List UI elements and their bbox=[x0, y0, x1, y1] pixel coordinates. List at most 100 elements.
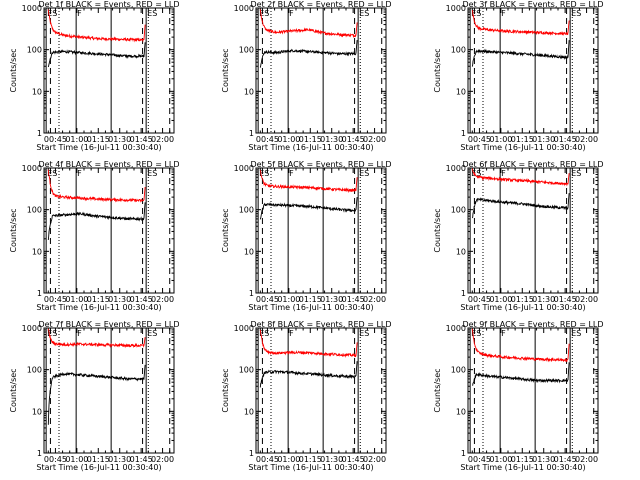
panel-det-9: Det 9f BLACK = Events, RED = LLD 1 10 100 10… bbox=[433, 320, 604, 472]
x-tick-label: 01:30 bbox=[108, 455, 131, 464]
marker-label: F bbox=[289, 329, 294, 338]
marker-label: F bbox=[501, 169, 506, 178]
plot-frame bbox=[43, 327, 175, 454]
panel-title: Det 4f BLACK = Events, RED = LLD bbox=[38, 160, 179, 169]
marker-label: ES bbox=[471, 169, 481, 178]
x-tick-label: 01:45 bbox=[554, 135, 577, 144]
x-tick-label: 01:00 bbox=[65, 455, 88, 464]
y-tick-label: 1000 bbox=[446, 164, 466, 173]
x-tick-label: 01:15 bbox=[299, 455, 322, 464]
events-series-line bbox=[259, 361, 358, 388]
x-tick-label: 01:30 bbox=[532, 455, 555, 464]
y-tick-label: 100 bbox=[239, 46, 254, 55]
marker-label: ES bbox=[571, 329, 581, 338]
panel-det-5: Det 5f BLACK = Events, RED = LLD 1 10 100 10… bbox=[221, 160, 392, 312]
y-axis-label: Counts/sec bbox=[433, 208, 442, 252]
events-series-line bbox=[259, 197, 358, 220]
x-tick-label: 01:15 bbox=[299, 295, 322, 304]
x-tick-label: 01:00 bbox=[65, 135, 88, 144]
x-tick-label: 00:45 bbox=[256, 455, 279, 464]
plot-frame bbox=[255, 167, 387, 294]
y-tick-label: 1 bbox=[249, 289, 254, 298]
y-tick-label: 1 bbox=[461, 129, 466, 138]
lld-series-line bbox=[259, 170, 358, 194]
x-tick-label: 01:00 bbox=[277, 295, 300, 304]
x-tick-label: 01:45 bbox=[130, 295, 153, 304]
plot-frame bbox=[255, 327, 387, 454]
y-tick-label: 100 bbox=[451, 366, 466, 375]
panel-title: Det 6f BLACK = Events, RED = LLD bbox=[462, 160, 603, 169]
events-series-line bbox=[259, 40, 358, 68]
x-tick-label: 02:00 bbox=[363, 135, 386, 144]
y-tick-label: 1 bbox=[37, 129, 42, 138]
x-tick-label: 02:00 bbox=[363, 455, 386, 464]
plot-frame bbox=[467, 327, 599, 454]
x-axis-label: Start Time (16-Jul-11 00:30:40) bbox=[36, 143, 161, 152]
x-tick-label: 01:00 bbox=[489, 135, 512, 144]
x-axis-label: Start Time (16-Jul-11 00:30:40) bbox=[460, 303, 585, 312]
marker-label: ES bbox=[147, 169, 157, 178]
marker-label: ES bbox=[471, 9, 481, 18]
y-axis-label: Counts/sec bbox=[9, 208, 18, 252]
x-tick-label: 00:45 bbox=[468, 135, 491, 144]
y-axis-label: Counts/sec bbox=[9, 48, 18, 92]
panel-title: Det 5f BLACK = Events, RED = LLD bbox=[250, 160, 391, 169]
y-tick-label: 100 bbox=[451, 206, 466, 215]
marker-label: F bbox=[501, 9, 506, 18]
y-tick-label: 1000 bbox=[234, 324, 254, 333]
x-tick-label: 00:45 bbox=[468, 455, 491, 464]
marker-label: F bbox=[77, 169, 82, 178]
y-tick-label: 10 bbox=[244, 247, 254, 256]
panel-title: Det 8f BLACK = Events, RED = LLD bbox=[250, 320, 391, 329]
x-tick-label: 00:45 bbox=[468, 295, 491, 304]
events-series-line bbox=[471, 193, 570, 219]
x-tick-label: 01:45 bbox=[342, 455, 365, 464]
marker-label: F bbox=[77, 329, 82, 338]
lld-series-line bbox=[47, 328, 146, 349]
plot-frame bbox=[467, 167, 599, 294]
marker-label: F bbox=[77, 9, 82, 18]
panel-det-6: Det 6f BLACK = Events, RED = LLD 1 10 100 10… bbox=[433, 160, 604, 312]
events-series-line bbox=[47, 364, 146, 425]
x-tick-label: 01:00 bbox=[277, 455, 300, 464]
marker-label: F bbox=[501, 329, 506, 338]
x-axis-label: Start Time (16-Jul-11 00:30:40) bbox=[248, 143, 373, 152]
lld-series-line bbox=[471, 10, 570, 36]
plot-frame bbox=[255, 7, 387, 134]
y-tick-label: 1 bbox=[37, 289, 42, 298]
y-tick-label: 10 bbox=[244, 87, 254, 96]
x-tick-label: 01:45 bbox=[342, 135, 365, 144]
x-tick-label: 01:00 bbox=[65, 295, 88, 304]
marker-label: ES bbox=[147, 9, 157, 18]
marker-label: ES bbox=[571, 169, 581, 178]
x-tick-label: 01:00 bbox=[277, 135, 300, 144]
lld-series-line bbox=[259, 9, 358, 39]
x-tick-label: 01:30 bbox=[108, 295, 131, 304]
y-axis-label: Counts/sec bbox=[221, 48, 230, 92]
plot-frame bbox=[467, 7, 599, 134]
x-tick-label: 00:45 bbox=[44, 455, 67, 464]
lld-series-line bbox=[471, 328, 570, 363]
marker-label: F bbox=[289, 169, 294, 178]
x-tick-label: 02:00 bbox=[575, 135, 598, 144]
y-tick-label: 100 bbox=[27, 366, 42, 375]
y-tick-label: 100 bbox=[239, 366, 254, 375]
y-tick-label: 1 bbox=[37, 449, 42, 458]
panel-title: Det 7f BLACK = Events, RED = LLD bbox=[38, 320, 179, 329]
y-tick-label: 1000 bbox=[234, 4, 254, 13]
y-tick-label: 10 bbox=[32, 87, 42, 96]
y-tick-label: 1000 bbox=[22, 164, 42, 173]
x-tick-label: 01:30 bbox=[108, 135, 131, 144]
marker-label: F bbox=[289, 9, 294, 18]
events-series-line bbox=[471, 40, 570, 67]
y-tick-label: 100 bbox=[239, 206, 254, 215]
y-tick-label: 10 bbox=[32, 247, 42, 256]
x-tick-label: 02:00 bbox=[151, 295, 174, 304]
plot-frame bbox=[43, 7, 175, 134]
marker-label: ES bbox=[471, 329, 481, 338]
events-series-line bbox=[47, 202, 146, 241]
y-tick-label: 10 bbox=[32, 407, 42, 416]
x-axis-label: Start Time (16-Jul-11 00:30:40) bbox=[460, 463, 585, 472]
y-axis-label: Counts/sec bbox=[433, 48, 442, 92]
